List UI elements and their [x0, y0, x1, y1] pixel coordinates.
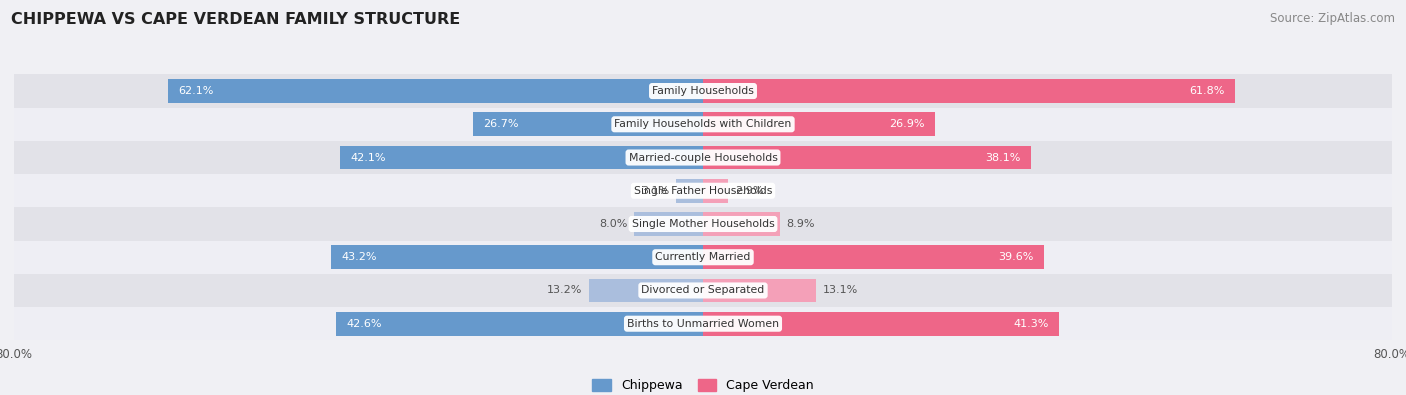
Text: 13.2%: 13.2% [547, 286, 582, 295]
Text: 61.8%: 61.8% [1189, 86, 1225, 96]
Text: Family Households: Family Households [652, 86, 754, 96]
Bar [336, 312, 703, 336]
Text: Source: ZipAtlas.com: Source: ZipAtlas.com [1270, 12, 1395, 25]
Bar [14, 108, 1392, 141]
Bar [14, 74, 1392, 108]
Text: CHIPPEWA VS CAPE VERDEAN FAMILY STRUCTURE: CHIPPEWA VS CAPE VERDEAN FAMILY STRUCTUR… [11, 12, 461, 27]
Bar [703, 312, 1059, 336]
Text: 3.1%: 3.1% [641, 186, 669, 196]
Bar [14, 207, 1392, 241]
Text: 8.0%: 8.0% [599, 219, 627, 229]
Text: 42.6%: 42.6% [346, 319, 382, 329]
Bar [472, 112, 703, 136]
Bar [703, 112, 935, 136]
Bar [703, 79, 1236, 103]
Text: Single Mother Households: Single Mother Households [631, 219, 775, 229]
Bar [14, 274, 1392, 307]
Text: 26.9%: 26.9% [889, 119, 924, 129]
Legend: Chippewa, Cape Verdean: Chippewa, Cape Verdean [588, 374, 818, 395]
Text: 26.7%: 26.7% [484, 119, 519, 129]
Text: 13.1%: 13.1% [823, 286, 858, 295]
Text: Married-couple Households: Married-couple Households [628, 152, 778, 162]
Text: 43.2%: 43.2% [342, 252, 377, 262]
Text: Single Father Households: Single Father Households [634, 186, 772, 196]
Bar [14, 141, 1392, 174]
Text: Divorced or Separated: Divorced or Separated [641, 286, 765, 295]
Bar [589, 278, 703, 303]
Bar [14, 241, 1392, 274]
Text: 41.3%: 41.3% [1012, 319, 1049, 329]
Text: 8.9%: 8.9% [786, 219, 815, 229]
Text: 38.1%: 38.1% [986, 152, 1021, 162]
Bar [169, 79, 703, 103]
Text: Currently Married: Currently Married [655, 252, 751, 262]
Text: 62.1%: 62.1% [179, 86, 214, 96]
Bar [330, 245, 703, 269]
Text: 42.1%: 42.1% [350, 152, 387, 162]
Bar [14, 174, 1392, 207]
Text: 2.9%: 2.9% [735, 186, 763, 196]
Text: 39.6%: 39.6% [998, 252, 1033, 262]
Bar [703, 212, 780, 236]
Bar [703, 278, 815, 303]
Bar [14, 307, 1392, 340]
Bar [634, 212, 703, 236]
Bar [703, 179, 728, 203]
Bar [703, 145, 1031, 169]
Bar [703, 245, 1045, 269]
Bar [340, 145, 703, 169]
Text: Births to Unmarried Women: Births to Unmarried Women [627, 319, 779, 329]
Bar [676, 179, 703, 203]
Text: Family Households with Children: Family Households with Children [614, 119, 792, 129]
